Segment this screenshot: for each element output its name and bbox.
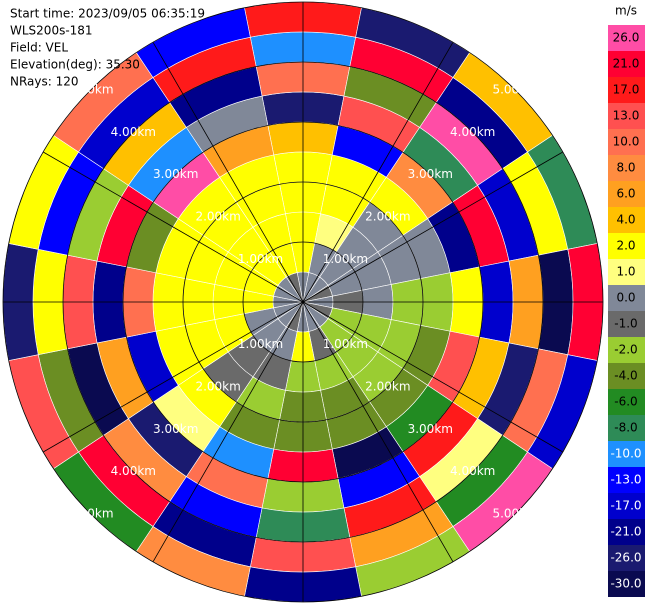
colorbar-label: -6.0 bbox=[614, 395, 637, 409]
colorbar-label: -26.0 bbox=[610, 551, 641, 565]
colorbar-label: 6.0 bbox=[616, 187, 635, 201]
ppi-plot: 1.00km 1.00km 1.00km 1.00km 2.00km 2.00km 2.00… bbox=[2, 1, 604, 603]
colorbar-segment bbox=[608, 181, 645, 207]
radial-line bbox=[42, 151, 304, 303]
colorbar-segment bbox=[608, 311, 645, 337]
colorbar-segment bbox=[608, 155, 645, 181]
colorbar-segment bbox=[608, 493, 645, 519]
range-label: 5.00km bbox=[68, 82, 113, 96]
colorbar-label: 2.0 bbox=[616, 239, 635, 253]
colorbar-unit: m/s bbox=[615, 4, 637, 18]
range-ring bbox=[182, 181, 424, 423]
colorbar-label: 10.0 bbox=[613, 135, 640, 149]
header-line: Start time: 2023/09/05 06:35:19 bbox=[10, 7, 205, 21]
header-line: NRays: 120 bbox=[10, 75, 79, 89]
range-label: 1.00km bbox=[323, 252, 368, 266]
colorbar-segment bbox=[608, 441, 645, 467]
colorbar-segment bbox=[608, 545, 645, 571]
range-label: 4.00km bbox=[111, 125, 156, 139]
colorbar-segment bbox=[608, 259, 645, 285]
range-label: 3.00km bbox=[408, 167, 453, 181]
colorbar-segment bbox=[608, 25, 645, 51]
colorbar-segment bbox=[608, 467, 645, 493]
colorbar-segment bbox=[608, 77, 645, 103]
range-ring bbox=[62, 61, 544, 543]
range-label: 5.00km bbox=[492, 82, 537, 96]
colorbar-label: -21.0 bbox=[610, 525, 641, 539]
radial-line bbox=[152, 41, 304, 303]
colorbar-label: -30.0 bbox=[610, 577, 641, 591]
colorbar-segment bbox=[608, 129, 645, 155]
colorbar-label: 4.0 bbox=[616, 213, 635, 227]
range-label: 2.00km bbox=[195, 210, 240, 224]
colorbar-label: -17.0 bbox=[610, 499, 641, 513]
colorbar-segment bbox=[608, 285, 645, 311]
radial-line bbox=[302, 41, 454, 303]
range-ring bbox=[122, 121, 484, 483]
colorbar-label: -13.0 bbox=[610, 473, 641, 487]
header-line: Field: VEL bbox=[10, 41, 68, 55]
header-line: Elevation(deg): 35.30 bbox=[10, 58, 140, 72]
colorbar-segment bbox=[608, 363, 645, 389]
range-label: 4.00km bbox=[450, 464, 495, 478]
range-ring bbox=[242, 241, 364, 363]
header: Start time: 2023/09/05 06:35:19 WLS200s-1… bbox=[10, 7, 205, 89]
radial-line bbox=[302, 151, 564, 303]
colorbar-segment bbox=[608, 337, 645, 363]
colorbar-label: -1.0 bbox=[614, 317, 637, 331]
colorbar-label: 21.0 bbox=[613, 57, 640, 71]
colorbar-label: 1.0 bbox=[616, 265, 635, 279]
colorbar-segment bbox=[608, 415, 645, 441]
radial-line bbox=[42, 301, 304, 453]
colorbar-label: 26.0 bbox=[613, 31, 640, 45]
colorbar-label: 0.0 bbox=[616, 291, 635, 305]
range-label: 5.00km bbox=[68, 507, 113, 521]
colorbar-label: 8.0 bbox=[616, 161, 635, 175]
range-label: 3.00km bbox=[408, 422, 453, 436]
range-label: 4.00km bbox=[111, 464, 156, 478]
colorbar-label: -10.0 bbox=[610, 447, 641, 461]
colorbar-label: -8.0 bbox=[614, 421, 637, 435]
colorbar: m/s 26.0 21.0 17.0 13.0 10.0 8.0 6.0 4.0 2.0 1.0 0.… bbox=[608, 4, 645, 597]
range-label: 3.00km bbox=[153, 167, 198, 181]
colorbar-segment bbox=[608, 389, 645, 415]
colorbar-label: -2.0 bbox=[614, 343, 637, 357]
range-label: 1.00km bbox=[238, 252, 283, 266]
colorbar-segment bbox=[608, 103, 645, 129]
range-label: 2.00km bbox=[365, 379, 410, 393]
range-ring bbox=[2, 1, 604, 603]
colorbar-segment bbox=[608, 571, 645, 597]
range-label: 4.00km bbox=[450, 125, 495, 139]
colorbar-label: -4.0 bbox=[614, 369, 637, 383]
colorbar-label: 13.0 bbox=[613, 109, 640, 123]
range-label: 1.00km bbox=[238, 337, 283, 351]
radial-line bbox=[152, 301, 304, 563]
range-label: 1.00km bbox=[323, 337, 368, 351]
colorbar-label: 17.0 bbox=[613, 83, 640, 97]
range-label: 2.00km bbox=[365, 210, 410, 224]
range-label: 3.00km bbox=[153, 422, 198, 436]
colorbar-segment bbox=[608, 233, 645, 259]
colorbar-segment bbox=[608, 51, 645, 77]
range-label: 2.00km bbox=[195, 379, 240, 393]
colorbar-segment bbox=[608, 207, 645, 233]
range-label: 5.00km bbox=[492, 507, 537, 521]
radial-line bbox=[302, 301, 564, 453]
colorbar-segment bbox=[608, 519, 645, 545]
header-line: WLS200s-181 bbox=[10, 24, 93, 38]
radial-line bbox=[302, 301, 454, 563]
